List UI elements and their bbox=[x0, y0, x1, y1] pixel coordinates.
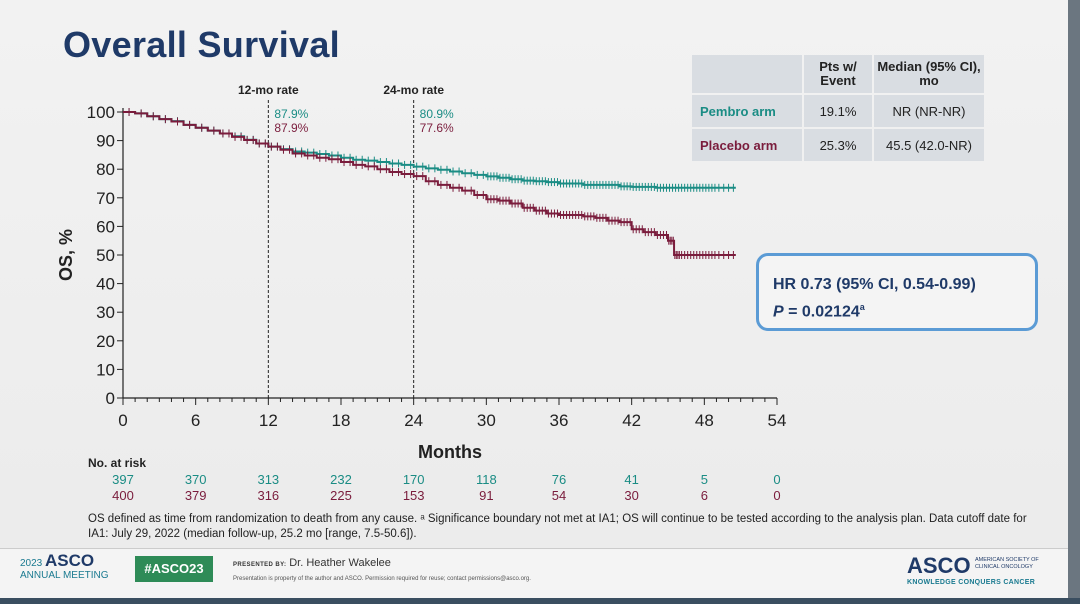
y-tick-label: 20 bbox=[96, 332, 115, 351]
p-value-number: = 0.02124 bbox=[783, 303, 860, 321]
rate-placebo-12: 87.9% bbox=[274, 121, 308, 135]
org-logo: ASCO AMERICAN SOCIETY OF CLINICAL ONCOLO… bbox=[907, 553, 1043, 586]
meeting-logo: 2023 ASCO ANNUAL MEETING bbox=[20, 552, 109, 582]
x-tick-label: 54 bbox=[768, 411, 787, 430]
stats-row-placebo: Placebo arm 25.3% 45.5 (42.0-NR) bbox=[692, 129, 984, 161]
meeting-year: 2023 bbox=[20, 558, 43, 569]
x-tick-label: 42 bbox=[622, 411, 641, 430]
org-logo-text: ASCO bbox=[907, 553, 971, 578]
p-value-text: P = 0.02124a bbox=[773, 296, 1035, 323]
risk-table-title: No. at risk bbox=[88, 456, 146, 470]
presenter-name: Dr. Heather Wakelee bbox=[289, 557, 391, 569]
y-tick-label: 0 bbox=[106, 389, 115, 408]
y-tick-label: 40 bbox=[96, 275, 115, 294]
stats-events-pembro: 19.1% bbox=[804, 95, 872, 127]
presenter: PRESENTED BY: Dr. Heather Wakelee bbox=[233, 557, 391, 569]
risk-value-placebo: 225 bbox=[330, 488, 352, 503]
risk-value-placebo: 54 bbox=[552, 488, 566, 503]
x-axis-label: Months bbox=[418, 442, 482, 462]
risk-value-placebo: 153 bbox=[403, 488, 425, 503]
risk-value-pembro: 76 bbox=[552, 472, 566, 487]
y-tick-label: 60 bbox=[96, 217, 115, 236]
risk-value-pembro: 118 bbox=[476, 472, 497, 487]
stats-header-median: Median (95% CI), mo bbox=[874, 55, 984, 93]
risk-value-pembro: 232 bbox=[330, 472, 352, 487]
p-value-label: P bbox=[773, 303, 784, 321]
y-tick-label: 10 bbox=[96, 360, 115, 379]
series-line-placebo bbox=[123, 111, 736, 256]
y-tick-label: 50 bbox=[96, 246, 115, 265]
risk-value-pembro: 41 bbox=[624, 472, 638, 487]
y-tick-label: 30 bbox=[96, 303, 115, 322]
y-tick-label: 70 bbox=[96, 189, 115, 208]
footer: 2023 ASCO ANNUAL MEETING #ASCO23 PRESENT… bbox=[0, 548, 1068, 598]
risk-value-placebo: 6 bbox=[701, 488, 708, 503]
x-tick-label: 48 bbox=[695, 411, 714, 430]
hazard-ratio-text: HR 0.73 (95% CI, 0.54-0.99) bbox=[773, 276, 976, 293]
presented-by-label: PRESENTED BY: bbox=[233, 562, 287, 568]
slide-title: Overall Survival bbox=[63, 24, 340, 65]
stats-row-pembro: Pembro arm 19.1% NR (NR-NR) bbox=[692, 95, 984, 127]
risk-value-pembro: 5 bbox=[701, 472, 708, 487]
x-tick-label: 6 bbox=[191, 411, 200, 430]
x-tick-label: 24 bbox=[404, 411, 423, 430]
reference-label-24: 24-mo rate bbox=[383, 83, 444, 97]
stats-arm-placebo: Placebo arm bbox=[692, 129, 802, 161]
stats-header-events: Pts w/ Event bbox=[804, 55, 872, 93]
property-note: Presentation is property of the author a… bbox=[233, 576, 531, 582]
y-tick-label: 80 bbox=[96, 160, 115, 179]
footnote: OS defined as time from randomization to… bbox=[88, 513, 1027, 540]
hashtag-badge: #ASCO23 bbox=[135, 556, 213, 582]
window-edge bbox=[1068, 0, 1080, 598]
p-value-sup: a bbox=[859, 302, 865, 312]
taskbar-strip bbox=[0, 598, 1080, 604]
risk-value-pembro: 370 bbox=[185, 472, 207, 487]
risk-value-placebo: 0 bbox=[773, 488, 780, 503]
risk-value-placebo: 400 bbox=[112, 488, 134, 503]
rate-pembro-12: 87.9% bbox=[274, 107, 308, 121]
risk-value-placebo: 30 bbox=[624, 488, 638, 503]
meeting-sub: ANNUAL MEETING bbox=[20, 570, 109, 581]
org-sub: AMERICAN SOCIETY OF CLINICAL ONCOLOGY bbox=[975, 557, 1039, 570]
x-tick-label: 36 bbox=[550, 411, 569, 430]
reference-label-12: 12-mo rate bbox=[238, 83, 299, 97]
risk-value-pembro: 313 bbox=[257, 472, 279, 487]
risk-value-pembro: 397 bbox=[112, 472, 134, 487]
stats-median-pembro: NR (NR-NR) bbox=[874, 95, 984, 127]
y-tick-label: 90 bbox=[96, 132, 115, 151]
stats-arm-pembro: Pembro arm bbox=[692, 95, 802, 127]
risk-value-pembro: 0 bbox=[773, 472, 780, 487]
stats-header-arm bbox=[692, 55, 802, 93]
org-tagline: KNOWLEDGE CONQUERS CANCER bbox=[907, 579, 1036, 586]
y-axis-label: OS, % bbox=[56, 229, 76, 281]
y-tick-label: 100 bbox=[87, 103, 115, 122]
stats-events-placebo: 25.3% bbox=[804, 129, 872, 161]
x-tick-label: 30 bbox=[477, 411, 496, 430]
risk-value-pembro: 170 bbox=[403, 472, 425, 487]
slide: Overall Survival Pts w/ Event Median (95… bbox=[0, 0, 1068, 598]
risk-value-placebo: 379 bbox=[185, 488, 207, 503]
stats-table: Pts w/ Event Median (95% CI), mo Pembro … bbox=[690, 53, 986, 163]
x-tick-label: 12 bbox=[259, 411, 278, 430]
hazard-ratio-box: HR 0.73 (95% CI, 0.54-0.99) P = 0.02124a bbox=[756, 253, 1038, 331]
x-tick-label: 18 bbox=[332, 411, 351, 430]
meeting-brand: ASCO bbox=[45, 551, 95, 570]
risk-value-placebo: 91 bbox=[479, 488, 493, 503]
rate-placebo-24: 77.6% bbox=[420, 121, 454, 135]
x-tick-label: 0 bbox=[118, 411, 127, 430]
stats-header-row: Pts w/ Event Median (95% CI), mo bbox=[692, 55, 984, 93]
rate-pembro-24: 80.9% bbox=[420, 107, 454, 121]
stats-median-placebo: 45.5 (42.0-NR) bbox=[874, 129, 984, 161]
risk-value-placebo: 316 bbox=[257, 488, 279, 503]
